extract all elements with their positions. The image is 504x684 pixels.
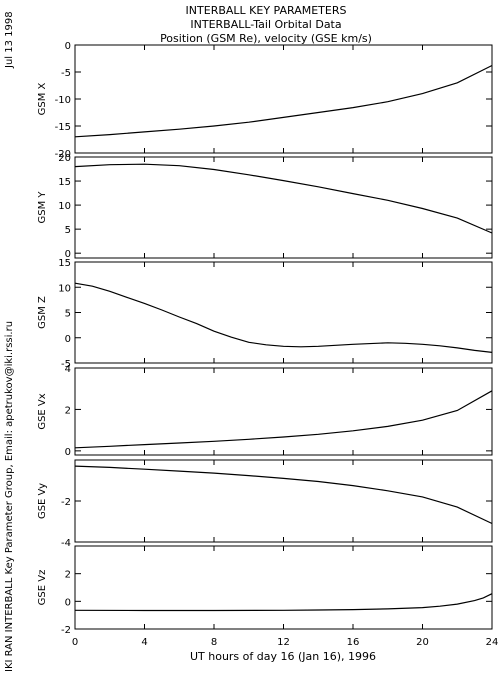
panel-1: 0 5 10 15 20 GSM Y bbox=[37, 153, 493, 260]
x-tick-label: 4 bbox=[141, 637, 147, 648]
figure-title-line1: INTERBALL KEY PARAMETERS bbox=[186, 4, 347, 17]
y-tick-label: 15 bbox=[58, 177, 71, 188]
x-tick-label: 20 bbox=[416, 637, 429, 648]
panel-4: -4 -2 GSE Vy bbox=[37, 459, 493, 549]
panel-3: 0 2 4 GSE Vx bbox=[37, 364, 493, 458]
x-tick-label: 12 bbox=[277, 637, 290, 648]
y-tick-label: -2 bbox=[61, 625, 71, 636]
panel-frame bbox=[74, 545, 493, 630]
panel-frame bbox=[74, 459, 493, 543]
y-axis-label: GSM X bbox=[37, 82, 48, 115]
y-tick-label: -4 bbox=[61, 538, 71, 549]
y-tick-label: 4 bbox=[65, 364, 71, 375]
panel-frame bbox=[74, 261, 493, 364]
y-axis-label: GSM Y bbox=[37, 191, 48, 224]
panel-0: -20 -15 -10 -5 0 GSM X bbox=[37, 41, 493, 160]
panel-frame bbox=[74, 44, 493, 154]
y-tick-label: 0 bbox=[65, 597, 71, 608]
y-tick-label: 0 bbox=[65, 41, 71, 52]
y-tick-label: 10 bbox=[58, 201, 71, 212]
y-tick-label: 0 bbox=[65, 249, 71, 260]
series-line bbox=[74, 465, 493, 525]
y-tick-label: 5 bbox=[65, 225, 71, 236]
y-axis-label: GSE Vz bbox=[37, 570, 48, 606]
y-tick-label: -2 bbox=[61, 497, 71, 508]
figure-title-line2: INTERBALL-Tail Orbital Data bbox=[190, 18, 341, 31]
y-tick-label: 10 bbox=[58, 283, 71, 294]
series-line bbox=[74, 593, 493, 612]
y-tick-label: 2 bbox=[65, 570, 71, 581]
y-tick-label: -10 bbox=[55, 95, 71, 106]
x-axis-label: UT hours of day 16 (Jan 16), 1996 bbox=[190, 650, 376, 663]
y-tick-label: 2 bbox=[65, 405, 71, 416]
y-tick-label: -20 bbox=[55, 149, 71, 160]
y-tick-label: 20 bbox=[58, 153, 71, 164]
panel-frame bbox=[74, 156, 493, 259]
y-axis-label: GSE Vx bbox=[37, 393, 48, 429]
x-tick-label: 24 bbox=[486, 637, 499, 648]
series-line bbox=[74, 282, 493, 353]
x-tick-label: 8 bbox=[211, 637, 217, 648]
panel-2: -5 0 5 10 15 GSM Z bbox=[37, 258, 493, 370]
y-tick-label: -5 bbox=[61, 359, 71, 370]
y-tick-label: -5 bbox=[61, 68, 71, 79]
y-tick-label: 0 bbox=[65, 447, 71, 458]
y-tick-label: -15 bbox=[55, 122, 71, 133]
y-tick-label: 0 bbox=[65, 334, 71, 345]
panel-5: -2 0 2 GSE Vz bbox=[37, 545, 493, 636]
x-tick-label: 0 bbox=[72, 637, 78, 648]
y-tick-label: 15 bbox=[58, 258, 71, 269]
y-axis-label: GSE Vy bbox=[37, 483, 48, 519]
series-line bbox=[74, 390, 493, 449]
x-tick-label: 16 bbox=[347, 637, 360, 648]
credit-label: IKI RAN INTERBALL Key Parameter Group, E… bbox=[4, 321, 15, 672]
y-tick-label: 5 bbox=[65, 309, 71, 320]
series-line bbox=[74, 163, 493, 234]
panel-frame bbox=[74, 367, 493, 456]
run-date-label: Jul 13 1998 bbox=[4, 11, 15, 69]
y-axis-label: GSM Z bbox=[37, 296, 48, 329]
series-line bbox=[74, 64, 493, 138]
figure-title-line3: Position (GSM Re), velocity (GSE km/s) bbox=[160, 32, 372, 45]
